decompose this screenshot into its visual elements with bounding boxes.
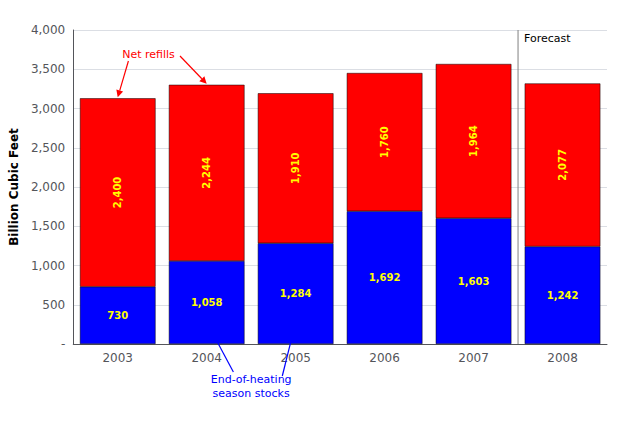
svg-text:730: 730 [107,310,128,321]
svg-text:1,603: 1,603 [458,276,490,287]
svg-text:2,500: 2,500 [31,141,65,155]
svg-text:-: - [61,337,65,351]
svg-text:End-of-heating: End-of-heating [211,373,292,386]
svg-text:2006: 2006 [369,351,400,365]
svg-text:1,964: 1,964 [468,125,479,157]
svg-text:1,000: 1,000 [31,259,65,273]
svg-text:season stocks: season stocks [213,387,290,400]
svg-text:Net refills: Net refills [122,48,175,61]
svg-text:1,242: 1,242 [547,290,579,301]
svg-text:2,400: 2,400 [112,177,123,209]
svg-text:1,284: 1,284 [280,288,312,299]
svg-text:1,910: 1,910 [290,152,301,184]
svg-text:2,244: 2,244 [201,157,212,189]
svg-text:3,000: 3,000 [31,102,65,116]
svg-text:1,760: 1,760 [379,126,390,158]
svg-text:2,000: 2,000 [31,180,65,194]
svg-text:3,500: 3,500 [31,62,65,76]
svg-text:500: 500 [42,298,65,312]
svg-text:Billion Cubic Feet: Billion Cubic Feet [7,128,21,246]
svg-text:2005: 2005 [280,351,311,365]
svg-text:2,077: 2,077 [557,149,568,181]
svg-text:1,500: 1,500 [31,219,65,233]
svg-text:2004: 2004 [191,351,222,365]
svg-text:Forecast: Forecast [524,32,571,45]
svg-text:1,058: 1,058 [191,297,223,308]
svg-text:2007: 2007 [458,351,489,365]
svg-text:4,000: 4,000 [31,23,65,37]
svg-text:2003: 2003 [102,351,133,365]
svg-text:1,692: 1,692 [369,272,401,283]
svg-text:2008: 2008 [547,351,578,365]
